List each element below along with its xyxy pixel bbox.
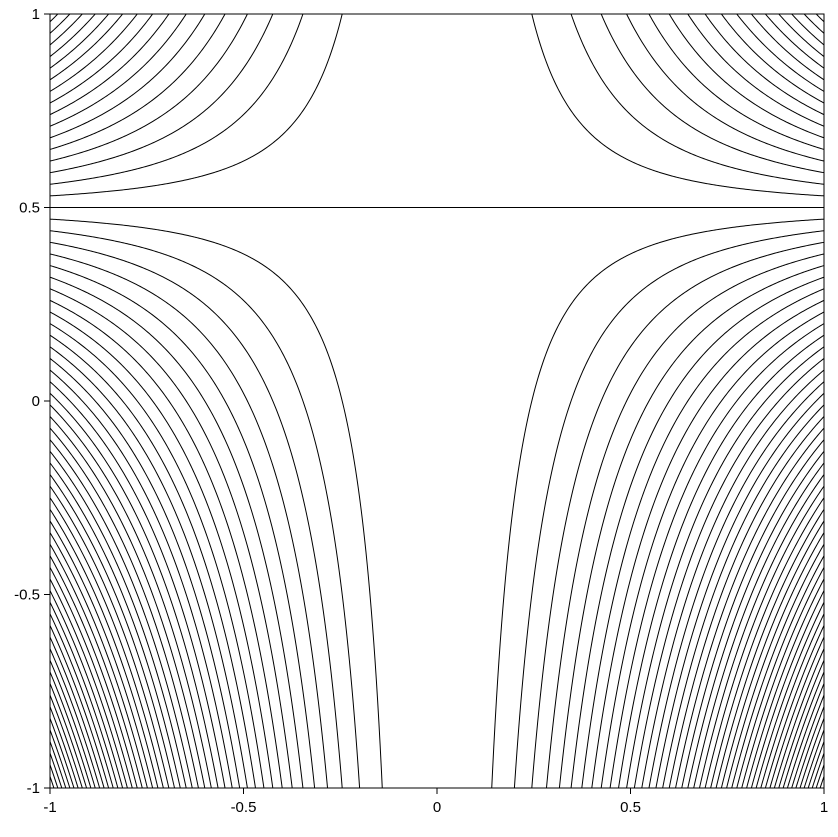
y-tick-label: 1 — [32, 6, 40, 23]
x-tick-label: -1 — [43, 799, 56, 816]
chart-svg: -1 -0.5 0 0.5 1 -1 -0.5 0 0.5 1 — [0, 0, 838, 837]
x-tick-label: 1 — [820, 799, 828, 816]
y-tick-label: 0.5 — [19, 200, 40, 217]
y-tick-label: -1 — [27, 780, 40, 797]
contour-chart: -1 -0.5 0 0.5 1 -1 -0.5 0 0.5 1 — [0, 0, 838, 837]
x-tick-label: -0.5 — [231, 799, 257, 816]
x-tick-label: 0 — [433, 799, 441, 816]
y-tick-label: 0 — [32, 393, 40, 410]
x-tick-label: 0.5 — [620, 799, 641, 816]
y-tick-label: -0.5 — [14, 587, 40, 604]
